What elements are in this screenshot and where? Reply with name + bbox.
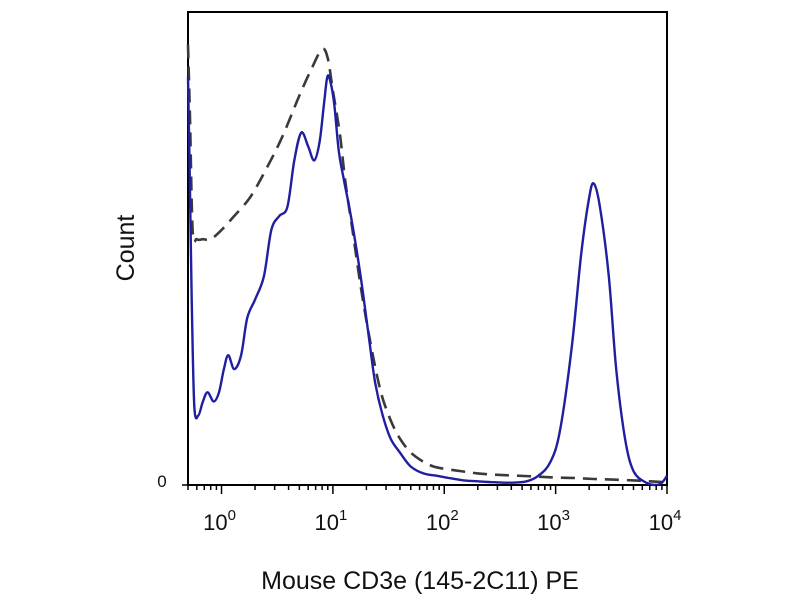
series-dashed-line — [186, 44, 668, 484]
x-tick-label: 102 — [426, 507, 459, 535]
x-tick-label: 101 — [314, 507, 347, 535]
y-tick-label: 0 — [157, 472, 166, 491]
x-tick-label-base: 10 — [426, 510, 450, 535]
x-tick-label-exponent: 0 — [228, 507, 236, 524]
x-tick-label: 103 — [537, 507, 570, 535]
x-tick-label-exponent: 4 — [673, 507, 681, 524]
x-tick-label-base: 10 — [203, 510, 227, 535]
x-tick-label-exponent: 3 — [562, 507, 570, 524]
x-tick-label-exponent: 1 — [339, 507, 347, 524]
x-tick-label-base: 10 — [649, 510, 673, 535]
series-solid-line — [186, 74, 669, 487]
x-tick-label-exponent: 2 — [450, 507, 458, 524]
x-tick-label-base: 10 — [537, 510, 561, 535]
series-layer — [186, 44, 669, 487]
x-tick-label: 100 — [203, 507, 236, 535]
x-axis-title: Mouse CD3e (145-2C11) PE — [261, 567, 579, 595]
x-tick-label: 104 — [649, 507, 682, 535]
y-axis-title: Count — [112, 215, 140, 282]
plot-frame — [187, 11, 668, 486]
x-tick-label-base: 10 — [314, 510, 338, 535]
